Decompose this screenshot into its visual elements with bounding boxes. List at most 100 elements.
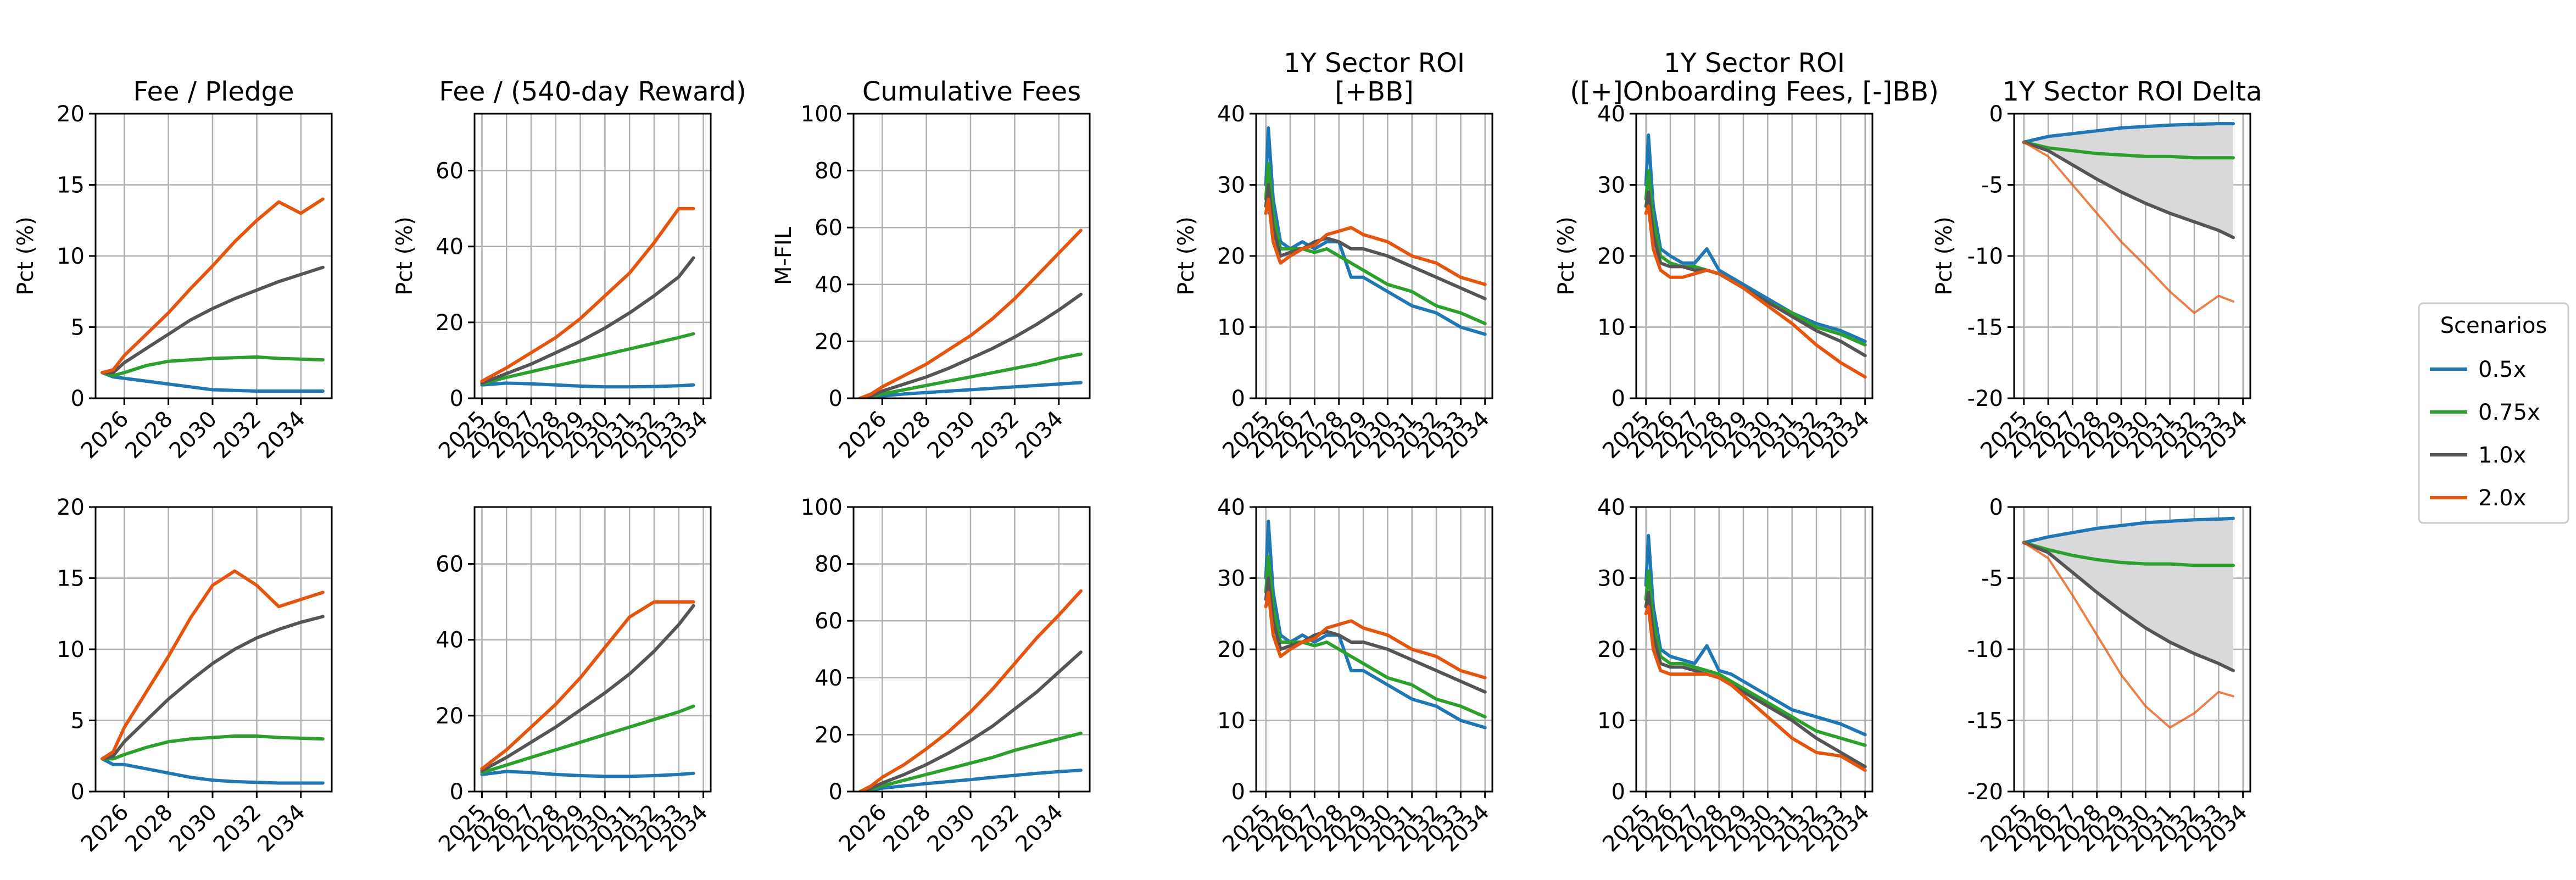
legend-entries: 0.5x 0.75x 1.0x 2.0x [2430, 357, 2540, 511]
y-tick-label: 20 [1217, 244, 1245, 269]
y-tick-label: -10 [1967, 637, 2003, 662]
y-tick-label: 100 [801, 495, 843, 520]
axes-frame [852, 113, 1091, 399]
subplot-title: 1Y Sector ROI [1284, 48, 1465, 79]
legend-frame [2418, 302, 2569, 524]
series-line-0.5x [858, 381, 1083, 398]
y-tick-label: 0 [1612, 386, 1625, 411]
series-line-0.5x [1264, 126, 1487, 336]
y-tick-label: 40 [436, 235, 464, 260]
y-tick-label: -5 [1981, 173, 2003, 198]
series-line-2.0x [1644, 605, 1867, 772]
y-tick-label: 5 [71, 315, 85, 341]
series-line-2.0x [101, 569, 325, 761]
subplot-title: ([+]Onboarding Fees, [-]BB) [1570, 76, 1939, 107]
y-tick-label: 20 [436, 704, 464, 729]
y-axis-label: Pct (%) [13, 216, 38, 296]
y-tick-label: 0 [1231, 386, 1245, 411]
series-line-0.75x [2022, 140, 2235, 160]
series-line-2.0x [1264, 591, 1487, 680]
y-tick-label: 40 [1597, 495, 1625, 520]
y-tick-label: 80 [815, 159, 843, 184]
y-tick-label: 60 [436, 552, 464, 577]
y-tick-label: 5 [71, 709, 85, 734]
series-line-0.75x [101, 734, 325, 761]
axes-frame [473, 506, 712, 793]
y-tick-label: 60 [815, 215, 843, 241]
subplot-title: 1Y Sector ROI [1664, 48, 1845, 79]
series-line-0.5x [101, 371, 325, 393]
y-tick-label: 10 [1217, 709, 1245, 734]
y-tick-label: 0 [829, 386, 843, 411]
gridlines [854, 506, 1090, 793]
y-tick-label: -10 [1967, 244, 2003, 269]
y-tick-label: -5 [1981, 566, 2003, 592]
y-tick-label: 40 [1597, 102, 1625, 127]
series-line-2.0x [2022, 141, 2234, 314]
legend-title: Scenarios [2440, 313, 2547, 338]
y-tick-label: -20 [1967, 386, 2003, 411]
y-axis-label: Pct (%) [1174, 216, 1199, 296]
y-tick-label: 10 [1597, 709, 1625, 734]
y-tick-label: 40 [815, 272, 843, 298]
series-line-0.5x [1264, 519, 1487, 729]
legend-label-0.75x: 0.75x [2478, 400, 2540, 425]
series-line-0.5x [480, 770, 695, 778]
legend-label-0.5x: 0.5x [2478, 357, 2526, 382]
y-tick-label: 60 [815, 609, 843, 634]
y-axis-label: M-FIL [771, 226, 796, 285]
y-tick-label: 30 [1597, 566, 1625, 592]
y-tick-label: 0 [450, 779, 464, 805]
y-tick-label: 100 [801, 102, 843, 127]
series-line-1.0x [2022, 541, 2235, 672]
y-tick-label: 15 [57, 173, 85, 198]
series-line-0.5x [2022, 122, 2235, 144]
y-tick-label: 20 [815, 722, 843, 748]
y-tick-label: 40 [1217, 495, 1245, 520]
series-line-0.75x [480, 704, 695, 775]
series-line-0.5x [858, 768, 1083, 792]
y-tick-label: 0 [1612, 779, 1625, 805]
y-tick-label: 0 [71, 779, 85, 805]
y-tick-label: 0 [829, 779, 843, 805]
series-line-2.0x [480, 207, 695, 383]
series-line-1.0x [1264, 576, 1487, 694]
series-line-1.0x [2022, 140, 2235, 240]
series-line-2.0x [2022, 541, 2234, 729]
series-line-0.5x [101, 757, 325, 785]
y-tick-label: 40 [436, 628, 464, 653]
y-tick-label: 20 [57, 102, 85, 127]
series-line-2.0x [1644, 204, 1867, 379]
series-line-0.75x [101, 355, 325, 377]
series-line-1.0x [101, 615, 325, 761]
series-line-0.75x [1264, 555, 1487, 719]
y-tick-label: 20 [57, 495, 85, 520]
y-tick-label: 0 [1989, 102, 2003, 127]
subplot-title: Fee / (540-day Reward) [439, 76, 746, 107]
series-line-1.0x [1264, 183, 1487, 300]
y-tick-label: 15 [57, 566, 85, 592]
series-line-2.0x [480, 600, 695, 771]
y-tick-label: 0 [1231, 779, 1245, 805]
subplot-title: [+BB] [1335, 76, 1414, 107]
series-line-1.0x [101, 265, 325, 375]
y-tick-label: 60 [436, 159, 464, 184]
y-tick-label: -15 [1967, 709, 2003, 734]
y-tick-label: 30 [1217, 566, 1245, 592]
y-tick-label: 0 [450, 386, 464, 411]
y-tick-label: 80 [815, 552, 843, 577]
y-tick-label: 40 [815, 666, 843, 691]
series-line-0.75x [858, 352, 1083, 398]
series-line-0.75x [1264, 161, 1487, 325]
y-tick-label: 0 [71, 386, 85, 411]
series-line-0.5x [480, 381, 695, 389]
series-line-1.0x [858, 292, 1083, 398]
y-tick-label: 20 [815, 329, 843, 354]
series-line-0.75x [858, 731, 1083, 792]
y-tick-label: -15 [1967, 315, 2003, 341]
series-line-1.0x [480, 256, 695, 385]
legend-label-1.0x: 1.0x [2478, 443, 2526, 468]
y-tick-label: 20 [1597, 637, 1625, 662]
series-line-2.0x [858, 589, 1083, 792]
